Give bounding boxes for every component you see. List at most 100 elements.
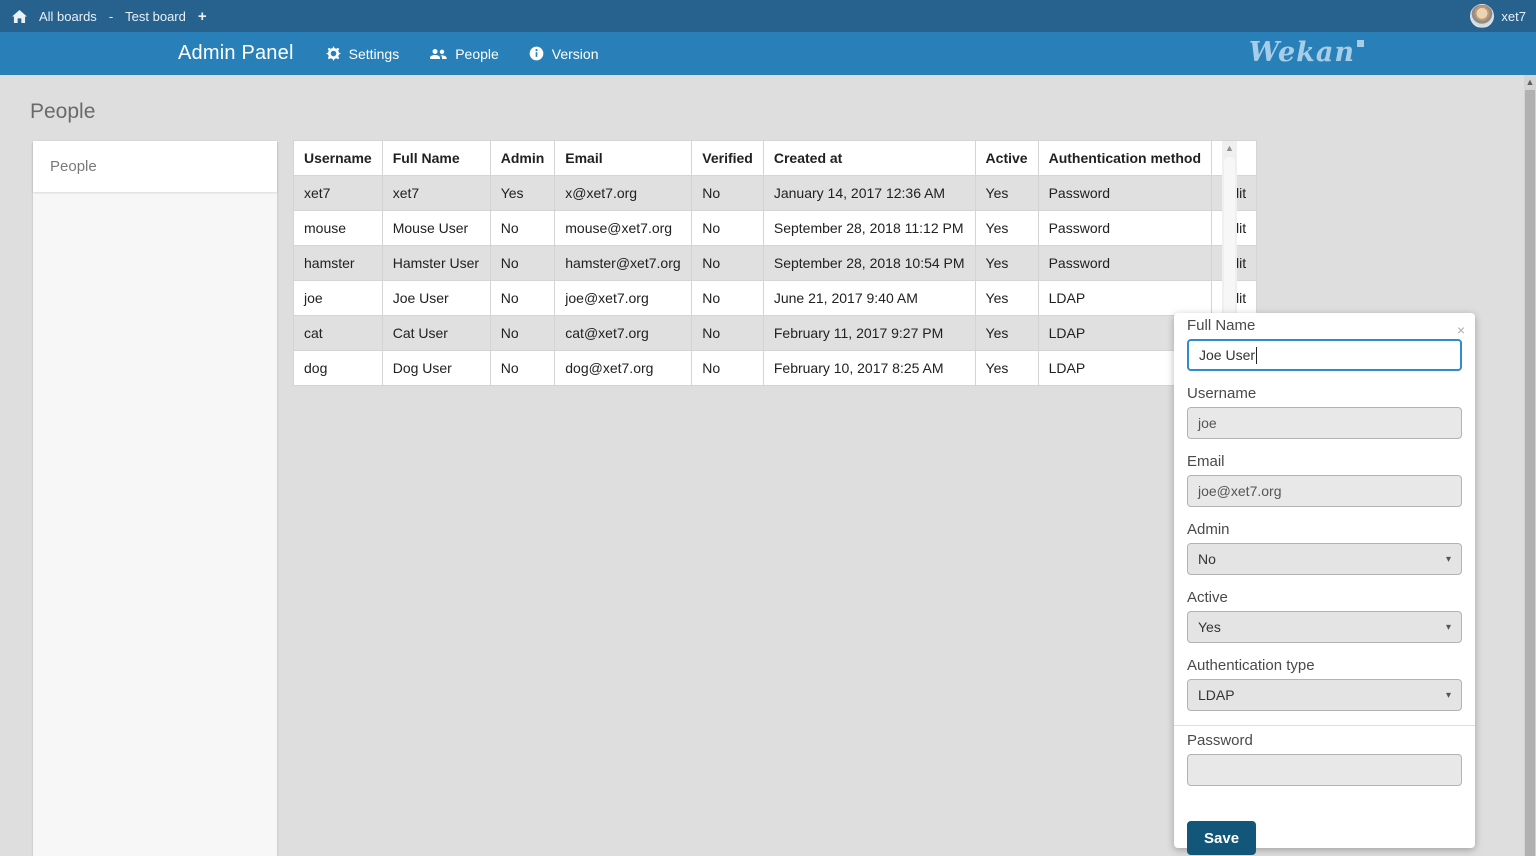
nav-settings-label: Settings [348,45,400,62]
cell: x@xet7.org [554,175,693,211]
cell: joe@xet7.org [554,280,693,316]
scroll-up-icon[interactable]: ▲ [1525,77,1535,87]
column-header-username: Username [293,140,383,176]
email-input[interactable]: joe@xet7.org [1187,475,1462,507]
cell: No [691,350,764,386]
add-board-icon[interactable]: + [197,7,207,25]
user-avatar[interactable] [1470,4,1495,28]
panel-divider [1174,725,1475,726]
table-row: hamster Hamster User No hamster@xet7.org No S… [293,245,1258,281]
cell: dog [293,350,383,386]
password-label: Password [1187,732,1253,749]
home-icon[interactable] [12,9,27,23]
cell: June 21, 2017 9:40 AM [762,280,976,316]
admin-header: Admin Panel Settings People Version [0,32,1536,75]
nav-people[interactable]: People [429,46,499,62]
cell: No [691,210,764,246]
cell: No [489,280,556,316]
nav-version-label: Version [551,45,599,62]
wekan-logo: Wekan [1249,37,1364,68]
breadcrumb-board-name[interactable]: Test board [125,8,186,24]
text-caret [1256,346,1258,364]
cell: Hamster User [381,245,491,281]
cell: hamster [293,245,383,281]
cell: No [489,210,556,246]
close-icon[interactable]: × [1456,322,1465,338]
cell: Mouse User [381,210,491,246]
page-title: People [30,100,96,123]
column-header-full-name: Full Name [381,140,491,176]
column-header-email: Email [554,140,693,176]
admin-nav: Settings People Version [325,45,599,62]
cell: Joe User [381,280,491,316]
active-select[interactable]: Yes ▾ [1187,611,1462,643]
column-header-verified: Verified [691,140,764,176]
table-body: xet7 xet7 Yes x@xet7.org No January 14, 2017 … [293,175,1258,386]
full-name-label: Full Name [1187,317,1256,334]
save-button[interactable]: Save [1187,821,1257,855]
user-name: xet7 [1501,8,1526,24]
password-input[interactable] [1187,754,1462,786]
cell: Password [1037,210,1213,246]
sidebar-item-label: People [50,158,97,175]
cell: Password [1037,245,1213,281]
cell: No [489,315,556,351]
chevron-down-icon: ▾ [1445,689,1451,701]
page-scrollbar[interactable]: ▲ [1524,75,1536,856]
scroll-up-icon[interactable]: ▲ [1225,143,1234,153]
chevron-down-icon: ▾ [1445,621,1451,633]
cell: No [691,245,764,281]
table-row: mouse Mouse User No mouse@xet7.org No Septemb… [293,210,1258,246]
table-row: joe Joe User No joe@xet7.org No June 21, 2017… [293,280,1258,316]
cell: Yes [974,210,1039,246]
cell: Dog User [381,350,491,386]
auth-type-label: Authentication type [1187,657,1315,674]
cell: Password [1037,175,1213,211]
breadcrumb: All boards - Test board + [10,8,207,25]
breadcrumb-separator: - [108,8,114,24]
cell: February 11, 2017 9:27 PM [762,315,976,351]
cell: dog@xet7.org [554,350,693,386]
active-label: Active [1187,589,1228,606]
chevron-down-icon: ▾ [1445,553,1451,565]
cell: January 14, 2017 12:36 AM [762,175,976,211]
cell: Cat User [381,315,491,351]
admin-panel-title: Admin Panel [178,42,294,64]
table-row: cat Cat User No cat@xet7.org No February 11, … [293,315,1258,351]
column-header-admin: Admin [489,140,556,176]
sidebar-item-people[interactable]: People [33,141,277,192]
user-menu[interactable]: xet7 [1470,4,1526,28]
cell: September 28, 2018 11:12 PM [762,210,976,246]
people-table: Username Full Name Admin Email Verified Creat… [293,140,1258,386]
table-row: dog Dog User No dog@xet7.org No February 10, … [293,350,1258,386]
admin-label: Admin [1187,521,1230,538]
cell: mouse@xet7.org [554,210,693,246]
email-label: Email [1187,453,1225,470]
cell: Yes [974,315,1039,351]
cell: No [691,315,764,351]
column-header-authentication-method: Authentication method [1037,140,1213,176]
cell: cat@xet7.org [554,315,693,351]
nav-version[interactable]: Version [529,46,599,62]
breadcrumb-all-boards[interactable]: All boards [39,8,97,24]
gear-icon [325,46,341,61]
nav-settings[interactable]: Settings [325,45,400,62]
top-bar: All boards - Test board + xet7 [0,0,1536,32]
cell: Yes [974,350,1039,386]
full-name-input[interactable]: Joe User [1187,339,1462,371]
cell: joe [293,280,383,316]
admin-select[interactable]: No ▾ [1187,543,1462,575]
cell: No [691,280,764,316]
logo-square [1357,40,1364,47]
page-scrollbar-thumb[interactable] [1525,90,1535,856]
cell: Yes [974,245,1039,281]
table-header-row: Username Full Name Admin Email Verified Creat… [293,140,1258,176]
auth-type-select[interactable]: LDAP ▾ [1187,679,1462,711]
cell: February 10, 2017 8:25 AM [762,350,976,386]
people-icon [429,47,447,61]
cell: No [691,175,764,211]
cell: xet7 [293,175,383,211]
cell: cat [293,315,383,351]
username-input[interactable]: joe [1187,407,1462,439]
cell: No [489,245,556,281]
